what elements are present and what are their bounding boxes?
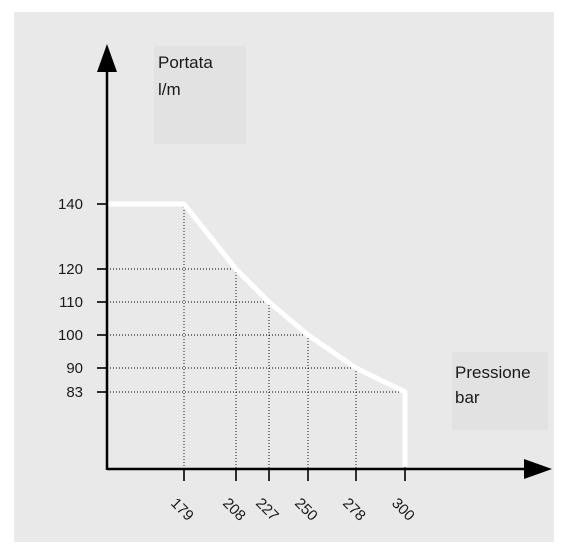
y-tick-label: 83: [66, 384, 83, 401]
x-axis-unit: bar: [455, 388, 480, 407]
y-tick-label: 110: [59, 294, 83, 311]
x-axis-label-box: [452, 352, 548, 430]
y-tick-label: 120: [58, 261, 83, 278]
x-axis-title: Pressione: [455, 363, 531, 382]
y-tick-label: 140: [58, 196, 83, 213]
y-axis-unit: l/m: [158, 80, 181, 99]
y-axis-arrow-icon: [97, 44, 117, 72]
chart-panel: [14, 12, 554, 542]
y-tick-label: 100: [58, 327, 83, 344]
y-tick-label: 90: [66, 360, 83, 377]
flow-curve-layer: [107, 201, 408, 467]
x-axis-arrow-icon: [524, 459, 552, 479]
y-axis-label-box: [154, 46, 246, 144]
flow-curve: [107, 201, 408, 467]
y-axis-title: Portata: [158, 53, 213, 72]
